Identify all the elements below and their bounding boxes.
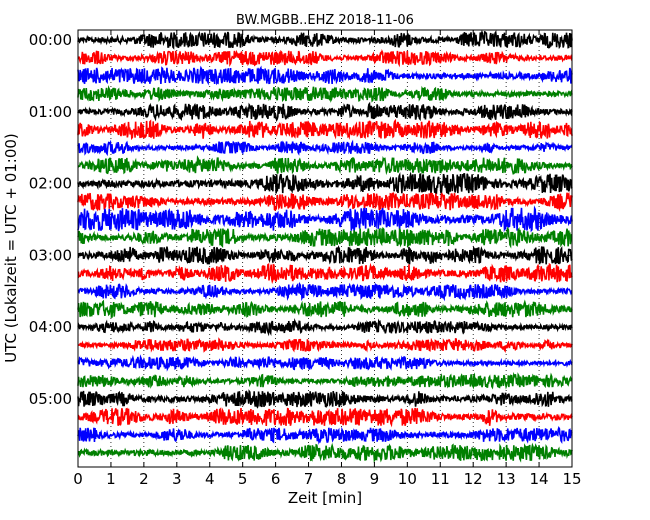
trace-line [77, 49, 573, 68]
trace-line [77, 29, 573, 50]
trace-line [77, 171, 573, 195]
y-tick-label: 03:00 [29, 246, 72, 264]
trace-line [77, 354, 573, 372]
trace-line [77, 139, 573, 157]
x-tick-label: 2 [139, 470, 149, 488]
trace-line [77, 191, 573, 213]
x-tick-label: 0 [73, 470, 83, 488]
y-tick-label: 01:00 [29, 103, 72, 121]
x-tick-label: 12 [464, 470, 483, 488]
trace-line [77, 442, 573, 463]
trace-line [77, 205, 573, 233]
x-tick-label: 7 [304, 470, 314, 488]
x-tick-label: 11 [431, 470, 450, 488]
x-tick-label: 13 [497, 470, 516, 488]
trace-line [77, 244, 573, 265]
y-tick-label: 04:00 [29, 318, 72, 336]
x-tick-label: 14 [530, 470, 549, 488]
x-tick-label: 10 [398, 470, 417, 488]
x-tick-label: 3 [172, 470, 182, 488]
trace-line [77, 337, 573, 354]
y-axis-ticks: 00:00 01:00 02:00 03:00 04:00 05:00 [29, 31, 572, 408]
x-axis-ticks: 0 1 2 3 4 5 6 7 8 9 10 11 12 13 14 15 [73, 30, 582, 488]
trace-line [77, 407, 573, 428]
trace-line [77, 262, 573, 285]
x-tick-label: 6 [271, 470, 281, 488]
trace-line [77, 118, 573, 141]
trace-line [77, 65, 573, 86]
y-tick-label: 00:00 [29, 31, 72, 49]
x-tick-label: 1 [106, 470, 116, 488]
x-tick-label: 4 [205, 470, 215, 488]
trace-line [77, 299, 573, 318]
trace-line [77, 226, 573, 249]
seismic-traces [77, 29, 573, 463]
chart-title: BW.MGBB..EHZ 2018-11-06 [236, 13, 414, 28]
y-axis-label: UTC (Lokalzeit = UTC + 01:00) [2, 133, 20, 363]
x-axis-label: Zeit [min] [288, 489, 362, 507]
plot-frame [77, 29, 573, 468]
y-tick-label: 05:00 [29, 390, 72, 408]
y-tick-label: 02:00 [29, 175, 72, 193]
x-tick-label: 5 [238, 470, 248, 488]
trace-line [77, 426, 573, 445]
trace-line [77, 371, 573, 390]
x-tick-label: 8 [337, 470, 347, 488]
trace-line [77, 318, 573, 337]
trace-line [77, 101, 573, 122]
trace-line [77, 155, 573, 176]
trace-line [77, 389, 573, 409]
trace-line [77, 281, 573, 302]
x-tick-label: 15 [562, 470, 581, 488]
trace-line [77, 84, 573, 103]
x-tick-label: 9 [370, 470, 380, 488]
